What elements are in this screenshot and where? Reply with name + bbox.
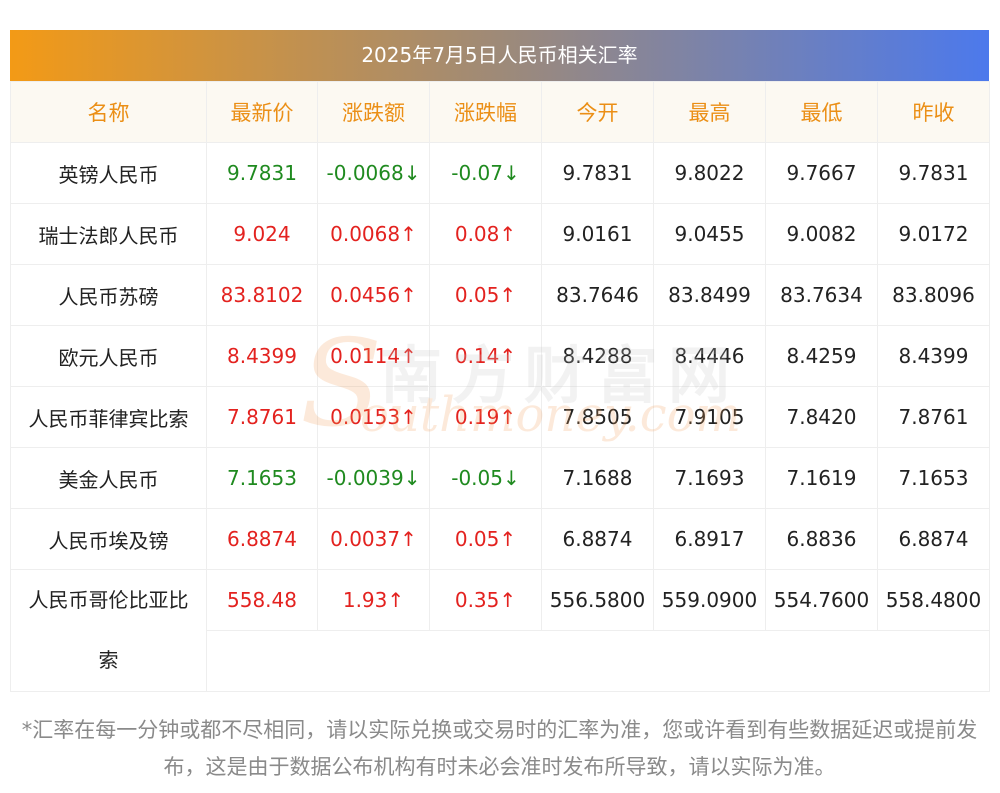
- cell-prev: 9.0172: [877, 203, 990, 265]
- header-change: 涨跌额: [317, 81, 430, 143]
- cell-latest: 9.024: [206, 203, 318, 265]
- currency-name: 欧元人民币: [10, 325, 207, 387]
- cell-change: 0.0114↑: [317, 325, 430, 387]
- table-row: 欧元人民币 8.4399 0.0114↑ 0.14↑ 8.4288 8.4446 8.425…: [10, 325, 990, 387]
- currency-name-line: 人民币哥伦比亚比: [28, 588, 189, 612]
- cell-open: 556.5800: [541, 569, 654, 631]
- header-prev-close: 昨收: [877, 81, 990, 143]
- cell-low: 6.8836: [765, 508, 878, 570]
- table-row: 瑞士法郎人民币 9.024 0.0068↑ 0.08↑ 9.0161 9.0455 9.00…: [10, 203, 990, 265]
- cell-open: 83.7646: [541, 264, 654, 326]
- cell-open: 6.8874: [541, 508, 654, 570]
- header-name: 名称: [10, 81, 207, 143]
- currency-name: 英镑人民币: [10, 142, 207, 204]
- table-row: 人民币哥伦比亚比索 558.48 1.93↑ 0.35↑ 556.5800 559.090…: [10, 569, 990, 692]
- cell-change: 0.0037↑: [317, 508, 430, 570]
- currency-name: 美金人民币: [10, 447, 207, 509]
- cell-open: 9.7831: [541, 142, 654, 204]
- rate-table-container: 2025年7月5日人民币相关汇率 名称 最新价 涨跌额 涨跌幅 今开 最高 最低…: [10, 30, 990, 692]
- empty-cell: [206, 630, 990, 692]
- cell-open: 7.8505: [541, 386, 654, 448]
- cell-latest: 558.48: [206, 569, 318, 631]
- cell-latest: 6.8874: [206, 508, 318, 570]
- header-open: 今开: [541, 81, 654, 143]
- cell-latest: 8.4399: [206, 325, 318, 387]
- cell-change: 1.93↑: [317, 569, 430, 631]
- cell-high: 9.8022: [653, 142, 766, 204]
- cell-change: 0.0068↑: [317, 203, 430, 265]
- cell-open: 9.0161: [541, 203, 654, 265]
- cell-pct: 0.05↑: [429, 264, 542, 326]
- cell-low: 554.7600: [765, 569, 878, 631]
- exchange-rate-table: 名称 最新价 涨跌额 涨跌幅 今开 最高 最低 昨收 英镑人民币 9.7831 -0…: [10, 81, 990, 692]
- cell-high: 7.9105: [653, 386, 766, 448]
- currency-name: 人民币苏磅: [10, 264, 207, 326]
- cell-pct: -0.07↓: [429, 142, 542, 204]
- cell-low: 7.8420: [765, 386, 878, 448]
- cell-change: -0.0068↓: [317, 142, 430, 204]
- currency-name: 人民币哥伦比亚比索: [10, 569, 207, 692]
- cell-open: 8.4288: [541, 325, 654, 387]
- table-row: 人民币苏磅 83.8102 0.0456↑ 0.05↑ 83.7646 83.8499 83…: [10, 264, 990, 326]
- cell-pct: 0.35↑: [429, 569, 542, 631]
- cell-prev: 9.7831: [877, 142, 990, 204]
- cell-prev: 83.8096: [877, 264, 990, 326]
- cell-high: 83.8499: [653, 264, 766, 326]
- cell-low: 9.0082: [765, 203, 878, 265]
- cell-change: -0.0039↓: [317, 447, 430, 509]
- table-row: 美金人民币 7.1653 -0.0039↓ -0.05↓ 7.1688 7.1693 7.1…: [10, 447, 990, 509]
- currency-name: 人民币菲律宾比索: [10, 386, 207, 448]
- cell-high: 6.8917: [653, 508, 766, 570]
- cell-pct: -0.05↓: [429, 447, 542, 509]
- cell-low: 9.7667: [765, 142, 878, 204]
- header-latest: 最新价: [206, 81, 318, 143]
- cell-latest: 9.7831: [206, 142, 318, 204]
- table-row-filler: [11, 630, 990, 692]
- cell-low: 83.7634: [765, 264, 878, 326]
- cell-change: 0.0456↑: [317, 264, 430, 326]
- cell-high: 559.0900: [653, 569, 766, 631]
- cell-pct: 0.05↑: [429, 508, 542, 570]
- cell-prev: 8.4399: [877, 325, 990, 387]
- table-row: 人民币埃及镑 6.8874 0.0037↑ 0.05↑ 6.8874 6.8917 6.88…: [10, 508, 990, 570]
- table-row: 人民币菲律宾比索 7.8761 0.0153↑ 0.19↑ 7.8505 7.9105 7.…: [10, 386, 990, 448]
- cell-latest: 83.8102: [206, 264, 318, 326]
- cell-prev: 558.4800: [877, 569, 990, 631]
- cell-low: 7.1619: [765, 447, 878, 509]
- cell-open: 7.1688: [541, 447, 654, 509]
- cell-high: 9.0455: [653, 203, 766, 265]
- currency-name-line: 索: [98, 648, 119, 672]
- cell-pct: 0.08↑: [429, 203, 542, 265]
- header-low: 最低: [765, 81, 878, 143]
- table-header-row: 名称 最新价 涨跌额 涨跌幅 今开 最高 最低 昨收: [10, 81, 990, 143]
- cell-high: 7.1693: [653, 447, 766, 509]
- table-title: 2025年7月5日人民币相关汇率: [10, 30, 989, 81]
- cell-high: 8.4446: [653, 325, 766, 387]
- cell-change: 0.0153↑: [317, 386, 430, 448]
- currency-name: 瑞士法郎人民币: [10, 203, 207, 265]
- cell-prev: 6.8874: [877, 508, 990, 570]
- header-change-pct: 涨跌幅: [429, 81, 542, 143]
- header-high: 最高: [653, 81, 766, 143]
- cell-pct: 0.19↑: [429, 386, 542, 448]
- table-row: 英镑人民币 9.7831 -0.0068↓ -0.07↓ 9.7831 9.8022 9.7…: [10, 142, 990, 204]
- cell-latest: 7.8761: [206, 386, 318, 448]
- disclaimer-note: *汇率在每一分钟或都不尽相同，请以实际兑换或交易时的汇率为准，您或许看到有些数据…: [21, 718, 978, 779]
- cell-prev: 7.1653: [877, 447, 990, 509]
- cell-prev: 7.8761: [877, 386, 990, 448]
- cell-pct: 0.14↑: [429, 325, 542, 387]
- cell-low: 8.4259: [765, 325, 878, 387]
- cell-latest: 7.1653: [206, 447, 318, 509]
- currency-name: 人民币埃及镑: [10, 508, 207, 570]
